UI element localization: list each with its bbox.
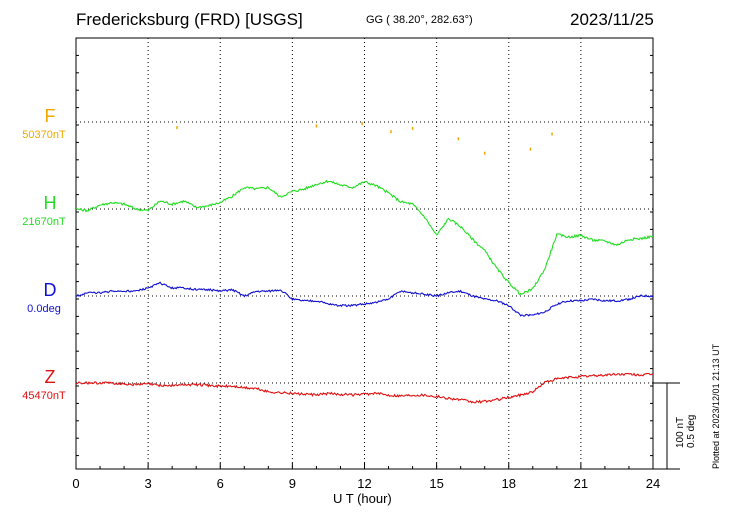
scale-bar-deg-label: 0.5 deg: [686, 414, 697, 448]
component-label-z: Z: [44, 367, 56, 387]
x-tick-label: 15: [429, 476, 444, 491]
f-point: [529, 147, 532, 151]
component-baseline-h: 21670nT: [22, 216, 66, 228]
series-z-line: [75, 372, 654, 404]
f-point: [457, 137, 460, 141]
f-point: [411, 126, 414, 130]
component-label-d: D: [43, 280, 57, 300]
component-baseline-z: 45470nT: [22, 390, 66, 402]
x-tick-label: 12: [357, 476, 372, 491]
x-tick-label: 18: [501, 476, 516, 491]
coordinates-label: GG ( 38.20°, 282.63°): [366, 14, 473, 26]
series-h-line: [76, 179, 654, 296]
f-point: [315, 124, 318, 128]
series-d-line: [75, 281, 654, 317]
f-point: [483, 151, 486, 155]
plotted-timestamp: Plotted at 2023/12/01 21:13 UT: [711, 343, 721, 469]
x-tick-label: 3: [144, 476, 152, 491]
x-tick-label: 24: [645, 476, 661, 491]
x-tick-label: 21: [573, 476, 589, 491]
component-baseline-f: 50370nT: [22, 129, 66, 141]
x-tick-label: 9: [288, 476, 296, 491]
f-point: [390, 130, 392, 134]
component-label-f: F: [44, 106, 56, 126]
station-title: Fredericksburg (FRD) [USGS]: [76, 10, 303, 29]
component-baseline-d: 0.0deg: [27, 303, 61, 315]
scale-bar-nt-label: 100 nT: [675, 416, 686, 448]
x-tick-label: 6: [216, 476, 224, 491]
f-point: [361, 122, 363, 126]
x-tick-label: 0: [72, 476, 80, 491]
date-label: 2023/11/25: [570, 10, 654, 29]
component-label-h: H: [43, 193, 57, 213]
x-axis-label: U T (hour): [333, 491, 392, 506]
f-point: [176, 126, 178, 130]
f-point: [551, 132, 553, 136]
